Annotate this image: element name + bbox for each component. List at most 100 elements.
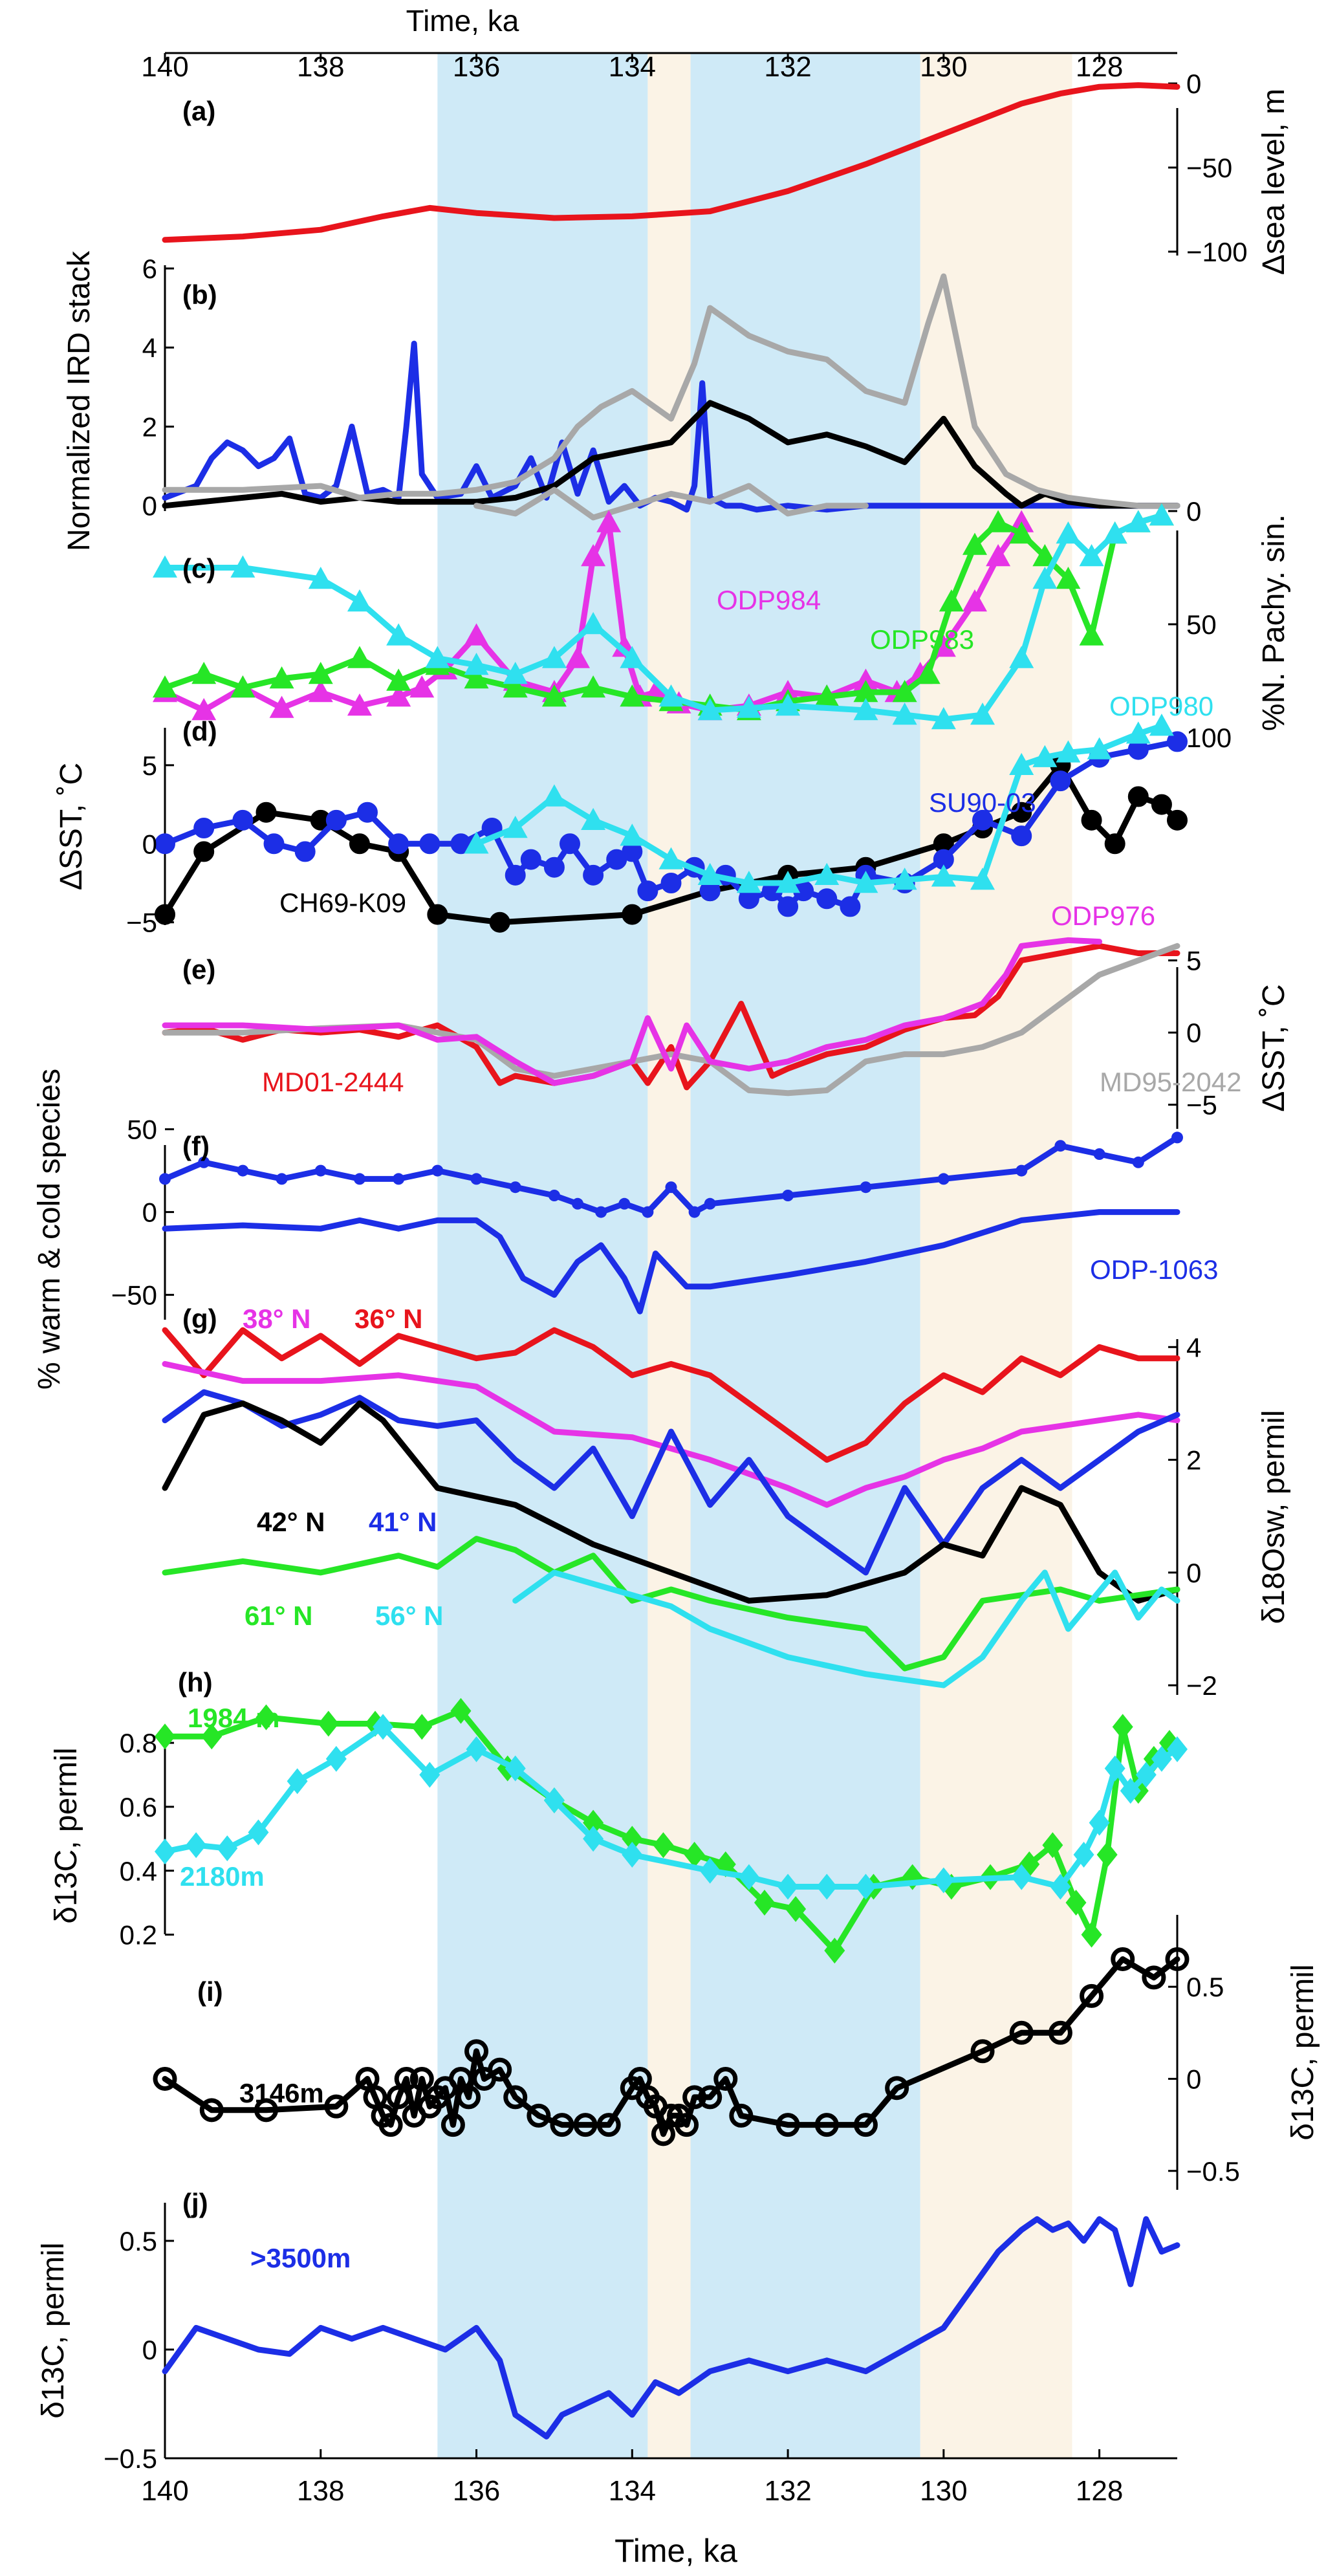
data-point-i-0 <box>527 2103 551 2128</box>
data-point-c-2 <box>1079 544 1104 567</box>
series-label-e-2: MD95-2042 <box>1100 1067 1241 1097</box>
data-point-h-1 <box>1073 1842 1094 1868</box>
data-point-h-1 <box>855 1873 876 1900</box>
data-point-d-2 <box>1087 737 1112 759</box>
panel-label-g: (g) <box>182 1304 217 1334</box>
data-point-c-1 <box>191 662 217 684</box>
series-label-i-0: 3146m <box>239 2078 324 2108</box>
data-point-c-2 <box>620 646 645 668</box>
panel-label-f: (f) <box>182 1131 210 1161</box>
series-line-g-5 <box>512 1569 1180 1688</box>
series-line-a-0 <box>162 82 1180 243</box>
data-point-c-2 <box>230 555 255 578</box>
right-tick-label: 5 <box>1186 946 1201 976</box>
data-point-d-0 <box>427 904 448 925</box>
data-point-c-1 <box>153 675 177 698</box>
data-point-c-0 <box>1009 510 1034 532</box>
data-point-c-1 <box>230 675 255 698</box>
left-tick-label: 0.5 <box>120 2226 157 2256</box>
data-point-c-2 <box>153 555 177 578</box>
data-point-h-1 <box>777 1873 799 1900</box>
data-point-h-1 <box>1089 1809 1110 1836</box>
series-line-j-0 <box>162 2216 1180 2440</box>
data-point-d-1 <box>637 880 658 902</box>
series-line-e-2 <box>162 937 1103 1086</box>
data-point-c-1 <box>269 666 294 689</box>
left-tick-label: 5 <box>142 750 157 781</box>
data-point-c-1 <box>853 680 878 703</box>
data-point-c-1 <box>308 662 333 684</box>
data-point-d-1 <box>357 802 378 823</box>
data-point-h-1 <box>1135 1762 1157 1788</box>
right-tick-label: 0 <box>1186 2064 1201 2094</box>
top-x-tick-label: 138 <box>297 51 344 83</box>
panel-label-d: (d) <box>182 716 217 747</box>
series-line-b-2 <box>162 273 1180 509</box>
panel-label-i: (i) <box>197 1976 223 2007</box>
series-label-h-1: 2180m <box>180 1861 265 1892</box>
right-tick-label: −100 <box>1186 237 1248 267</box>
data-point-i-0 <box>378 2113 403 2137</box>
data-point-c-2 <box>1149 503 1174 526</box>
data-point-c-0 <box>464 623 489 646</box>
data-point-h-0 <box>155 1723 175 1750</box>
series-label-j-0: >3500m <box>250 2243 351 2273</box>
series-line-e-0 <box>162 943 1180 1091</box>
data-point-i-0 <box>324 2094 349 2119</box>
data-point-c-1 <box>1079 623 1104 646</box>
data-point-f-0 <box>618 1197 631 1210</box>
data-point-f-0 <box>198 1156 210 1168</box>
data-point-c-2 <box>658 684 684 707</box>
data-point-d-0 <box>1011 802 1032 823</box>
right-tick-label: −5 <box>1186 1090 1217 1120</box>
data-point-d-2 <box>892 868 917 890</box>
data-point-c-2 <box>308 567 333 589</box>
left-tick-label: 6 <box>142 254 157 284</box>
data-point-c-2 <box>1056 521 1081 544</box>
data-point-c-1 <box>1032 544 1058 567</box>
bottom-x-tick-label: 134 <box>609 2475 656 2507</box>
right-axis-label-c: %N. Pachy. sin. <box>1257 514 1291 731</box>
data-point-h-0 <box>785 1896 807 1923</box>
data-point-f-0 <box>704 1197 716 1210</box>
series-label-e-1: MD01-2444 <box>262 1067 404 1097</box>
data-point-i-0 <box>1142 1965 1166 1990</box>
series-line-g-1 <box>162 1360 1180 1508</box>
data-point-f-0 <box>314 1164 327 1177</box>
data-point-h-1 <box>1167 1736 1188 1762</box>
data-point-f-0 <box>1054 1140 1067 1152</box>
data-point-i-0 <box>1009 2020 1034 2045</box>
right-axis-label-a: Δsea level, m <box>1257 89 1291 275</box>
data-point-c-1 <box>962 532 987 555</box>
data-point-h-1 <box>622 1842 643 1868</box>
data-point-c-2 <box>541 646 567 668</box>
panel-label-j: (j) <box>182 2188 208 2218</box>
series-label-g-5: 56° N <box>375 1600 444 1631</box>
data-point-i-0 <box>713 2066 738 2091</box>
data-point-h-0 <box>583 1809 604 1836</box>
data-point-d-1 <box>155 833 175 855</box>
data-point-c-2 <box>425 646 450 668</box>
data-point-c-2 <box>970 703 995 725</box>
data-point-d-1 <box>560 833 580 855</box>
data-point-c-2 <box>892 703 917 725</box>
data-series <box>153 82 1190 2440</box>
data-point-c-0 <box>986 544 1011 567</box>
data-point-h-0 <box>201 1723 223 1750</box>
right-tick-label: 2 <box>1186 1445 1201 1476</box>
data-point-c-1 <box>347 646 372 668</box>
data-point-c-1 <box>1009 521 1034 544</box>
right-tick-label: 50 <box>1186 609 1217 640</box>
series-label-g-0: 38° N <box>243 1304 311 1334</box>
data-point-f-0 <box>688 1206 701 1218</box>
right-tick-label: 0 <box>1186 69 1201 99</box>
data-point-c-0 <box>191 698 217 721</box>
data-point-c-2 <box>503 662 528 684</box>
data-point-d-1 <box>193 818 215 838</box>
series-label-g-4: 61° N <box>245 1600 313 1631</box>
series-line-f-1 <box>162 1209 1180 1315</box>
data-point-c-2 <box>386 623 411 646</box>
data-point-i-0 <box>853 2113 878 2137</box>
data-point-d-1 <box>816 888 838 910</box>
left-tick-label: 4 <box>142 333 157 363</box>
